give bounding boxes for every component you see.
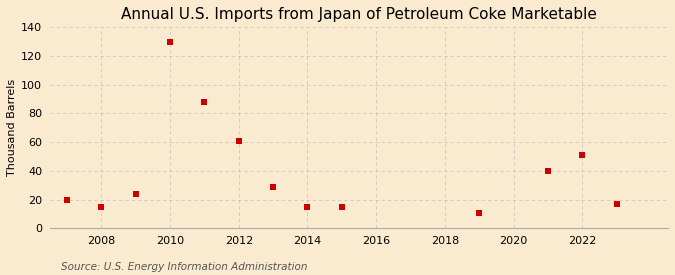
Title: Annual U.S. Imports from Japan of Petroleum Coke Marketable: Annual U.S. Imports from Japan of Petrol… <box>121 7 597 22</box>
Point <box>165 39 176 44</box>
Text: Source: U.S. Energy Information Administration: Source: U.S. Energy Information Administ… <box>61 262 307 272</box>
Point <box>543 169 554 173</box>
Point <box>234 139 244 143</box>
Point <box>474 210 485 215</box>
Point <box>96 205 107 209</box>
Y-axis label: Thousand Barrels: Thousand Barrels <box>7 79 17 176</box>
Point <box>577 153 588 157</box>
Point <box>268 185 279 189</box>
Point <box>130 192 141 196</box>
Point <box>611 202 622 206</box>
Point <box>336 205 347 209</box>
Point <box>61 197 72 202</box>
Point <box>302 205 313 209</box>
Point <box>199 100 210 104</box>
